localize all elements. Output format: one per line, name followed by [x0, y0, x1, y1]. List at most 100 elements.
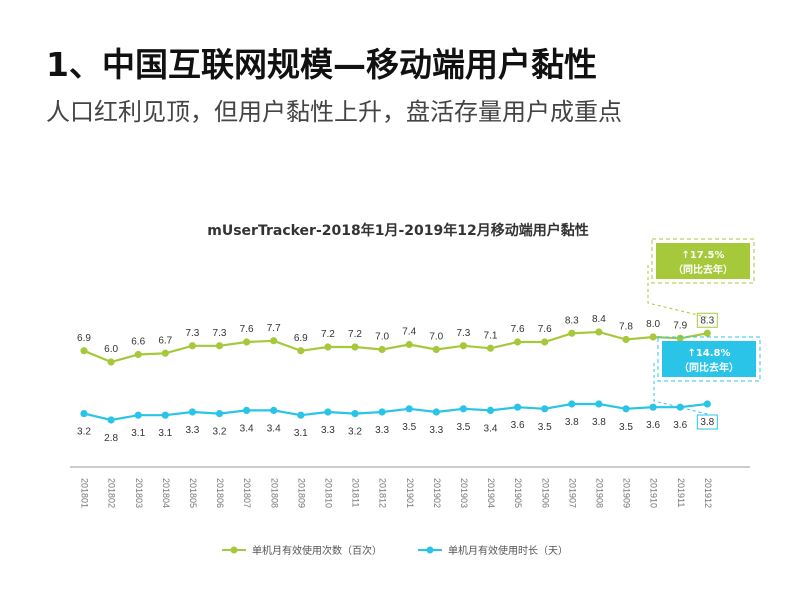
x-tick-label: 201804: [161, 478, 171, 508]
data-label: 7.9: [673, 320, 687, 331]
page-subtitle: 人口红利见顶，但用户黏性上升，盘活存量用户成重点: [46, 98, 622, 126]
x-tick-label: 201807: [242, 478, 252, 508]
data-point: [459, 405, 467, 413]
data-label: 3.5: [402, 422, 416, 433]
x-tick-label: 201802: [107, 478, 117, 508]
data-point: [541, 405, 549, 413]
x-tick-label: 201806: [215, 478, 225, 508]
data-point: [351, 410, 359, 418]
data-label: 3.3: [429, 425, 443, 436]
data-label: 7.8: [619, 322, 633, 333]
data-label: 3.6: [646, 420, 660, 431]
data-point: [595, 328, 603, 336]
x-tick-label: 201805: [188, 478, 198, 508]
data-point: [161, 349, 169, 357]
data-label: 7.0: [375, 332, 389, 343]
data-label: 7.4: [402, 327, 416, 338]
data-label: 3.6: [673, 420, 687, 431]
data-point: [486, 344, 495, 352]
data-point: [134, 411, 142, 419]
data-label: 7.6: [511, 324, 525, 335]
data-label: 8.3: [565, 315, 579, 326]
data-label: 6.9: [294, 333, 308, 344]
data-point: [324, 408, 332, 416]
callout-percent: ↑17.5%: [681, 250, 724, 261]
series-line: [83, 402, 708, 422]
data-label: 3.5: [619, 422, 633, 433]
callout-leader: [653, 363, 708, 415]
data-point: [80, 347, 88, 355]
data-label: 6.6: [131, 337, 145, 348]
data-point: [676, 403, 684, 411]
data-point: [270, 337, 278, 345]
legend-swatch-marker: [426, 546, 434, 554]
data-point: [514, 403, 522, 411]
data-label: 7.3: [185, 328, 199, 339]
data-label: 3.5: [538, 422, 552, 433]
data-label: 3.4: [240, 423, 254, 434]
x-tick-label: 201910: [649, 478, 659, 508]
x-tick-label: 201903: [459, 478, 469, 508]
x-tick-label: 201912: [703, 478, 713, 508]
data-point: [297, 411, 305, 419]
data-point: [568, 329, 576, 337]
data-point: [297, 347, 305, 355]
callout-box: [662, 341, 756, 377]
data-point: [649, 333, 657, 341]
data-label: 3.5: [456, 422, 470, 433]
data-label: 6.0: [104, 344, 118, 355]
callout-note: （同比去年）: [679, 361, 739, 374]
data-point: [243, 338, 251, 346]
data-label: 3.4: [267, 423, 281, 434]
data-label: 3.6: [511, 420, 525, 431]
x-tick-label: 201911: [676, 478, 686, 507]
data-point: [595, 400, 603, 408]
data-label: 7.2: [321, 329, 335, 340]
x-tick-label: 201801: [80, 478, 90, 508]
data-point: [107, 358, 115, 366]
data-label: 3.3: [185, 425, 199, 436]
data-label: 8.4: [592, 314, 606, 325]
callout-box: [656, 243, 750, 279]
x-tick-label: 201803: [134, 478, 144, 508]
data-point: [378, 345, 386, 354]
data-point: [703, 400, 711, 408]
last-value-box: [696, 414, 718, 430]
data-label: 7.7: [267, 323, 281, 334]
data-point: [541, 338, 549, 346]
x-tick-label: 201907: [567, 478, 577, 508]
data-point: [405, 405, 413, 413]
data-point: [432, 408, 440, 416]
x-tick-label: 201808: [269, 478, 279, 508]
data-label: 3.2: [348, 427, 362, 438]
data-label: 3.2: [213, 427, 227, 438]
x-tick-label: 201905: [513, 478, 523, 508]
x-tick-label: 201811: [351, 478, 361, 507]
data-label: 7.1: [484, 330, 498, 341]
x-tick-label: 201810: [324, 478, 334, 508]
data-point: [405, 340, 413, 349]
data-point: [622, 405, 630, 413]
data-label: 2.8: [104, 433, 118, 444]
data-point: [324, 343, 332, 351]
data-point: [649, 403, 657, 411]
data-label: 6.7: [158, 335, 172, 346]
data-point: [107, 416, 115, 424]
data-point: [514, 338, 522, 346]
legend-label: 单机月有效使用次数（百次）: [252, 544, 382, 557]
data-label: 7.6: [538, 324, 552, 335]
data-point: [215, 342, 224, 350]
data-point: [703, 329, 711, 337]
data-point: [378, 408, 386, 416]
legend-swatch-marker: [230, 546, 238, 554]
data-label: 3.1: [158, 428, 172, 439]
data-point: [622, 335, 630, 344]
data-label: 7.2: [348, 329, 362, 340]
x-tick-label: 201809: [296, 478, 306, 508]
data-point: [459, 342, 467, 350]
data-label: 8.3: [700, 315, 714, 326]
data-point: [80, 410, 88, 418]
data-point: [568, 400, 576, 408]
data-point: [188, 408, 196, 416]
